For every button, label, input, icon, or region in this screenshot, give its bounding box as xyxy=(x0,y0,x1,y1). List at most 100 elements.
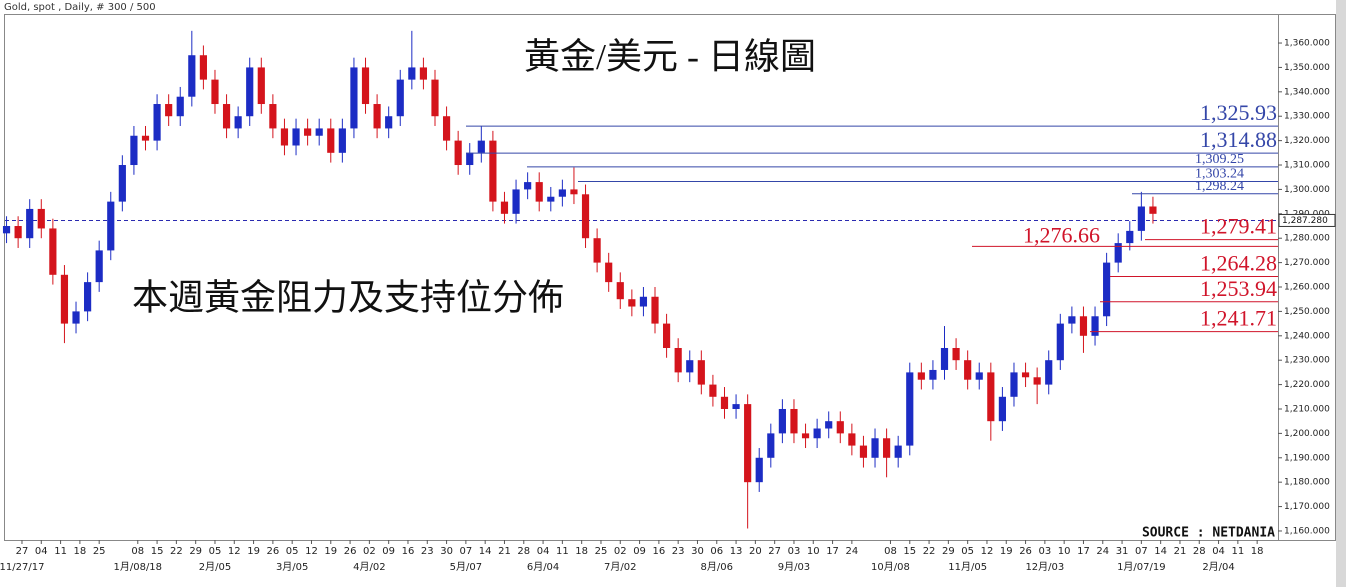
x-tick-label: 18 xyxy=(1251,546,1264,557)
x-tick-label: 31 xyxy=(1116,546,1129,557)
candle-body xyxy=(605,262,613,283)
candle-body xyxy=(535,182,543,202)
candle-body xyxy=(107,201,115,251)
candle-body xyxy=(419,67,428,80)
subtitle: 本週黃金阻力及支持位分佈 xyxy=(132,277,564,317)
candle-body xyxy=(1137,206,1145,231)
y-tick-label: 1,300.000 xyxy=(1284,185,1330,195)
candle-body xyxy=(1068,316,1076,324)
month-label: 4月/02 xyxy=(353,561,385,573)
candle-body xyxy=(570,189,578,195)
candle-body xyxy=(790,408,798,434)
x-tick-label: 22 xyxy=(170,546,183,557)
candle-body xyxy=(1079,316,1088,336)
candle-body xyxy=(477,140,485,153)
candle-body xyxy=(84,282,92,312)
x-tick-label: 04 xyxy=(35,546,48,557)
x-tick-label: 29 xyxy=(189,546,202,557)
candle-body xyxy=(165,104,173,117)
resistance-label: 1,303.24 xyxy=(1195,167,1244,182)
candle-body xyxy=(836,421,844,434)
candle-body xyxy=(1021,372,1030,378)
candle-body xyxy=(408,67,416,80)
x-tick-label: 11 xyxy=(54,546,67,557)
support-label: 1,253.94 xyxy=(1200,276,1277,301)
month-label: 2月/05 xyxy=(199,561,231,573)
candle-body xyxy=(1056,323,1064,361)
candle-body xyxy=(442,116,451,141)
resistance-label: 1,309.25 xyxy=(1195,152,1244,167)
x-tick-label: 02 xyxy=(614,546,627,557)
candle-body xyxy=(581,194,590,239)
x-tick-label: 28 xyxy=(1193,546,1206,557)
candle-body xyxy=(246,67,254,117)
candle-body xyxy=(304,128,312,136)
x-tick-label: 27 xyxy=(16,546,29,557)
candle-body xyxy=(859,445,868,458)
side-bar xyxy=(1336,0,1346,587)
y-tick-label: 1,160.000 xyxy=(1284,526,1330,536)
candle-body xyxy=(593,238,601,263)
candle-body xyxy=(1149,206,1157,214)
x-tick-label: 03 xyxy=(788,546,801,557)
x-tick-label: 04 xyxy=(537,546,550,557)
x-tick-label: 03 xyxy=(1038,546,1051,557)
x-tick-label: 13 xyxy=(730,546,743,557)
candle-body xyxy=(396,79,404,117)
candle-body xyxy=(662,323,671,348)
candle-body xyxy=(72,311,80,324)
candle-body xyxy=(894,445,902,458)
x-tick-label: 19 xyxy=(324,546,337,557)
candle-body xyxy=(338,128,346,153)
candle-body xyxy=(744,404,752,483)
candle-body xyxy=(327,128,335,153)
candle-body xyxy=(2,226,11,234)
candle-body xyxy=(222,104,231,129)
candle-body xyxy=(199,55,207,80)
x-tick-label: 11 xyxy=(1231,546,1244,557)
candle-body xyxy=(280,128,289,146)
month-label: 11月/05 xyxy=(948,561,987,573)
candle-body xyxy=(848,433,856,446)
chart-title: 黃金/美元 - 日線圖 xyxy=(524,36,816,76)
month-label: 2月/04 xyxy=(1202,561,1234,573)
candle-body xyxy=(720,396,729,409)
month-label: 10月/08 xyxy=(871,561,910,573)
candle-body xyxy=(825,421,833,429)
resistance-label: 1,325.93 xyxy=(1200,100,1277,125)
candle-body xyxy=(917,372,925,380)
x-tick-label: 14 xyxy=(1154,546,1167,557)
candle-body xyxy=(269,104,277,129)
x-tick-label: 12 xyxy=(981,546,994,557)
support-label: 1,279.41 xyxy=(1200,214,1277,239)
candle-body xyxy=(674,347,682,373)
y-tick-label: 1,220.000 xyxy=(1284,380,1330,390)
candle-body xyxy=(639,296,648,307)
month-label: 12月/03 xyxy=(1025,561,1064,573)
x-tick-label: 21 xyxy=(1174,546,1187,557)
x-tick-label: 19 xyxy=(1000,546,1013,557)
x-tick-label: 05 xyxy=(961,546,974,557)
y-tick-label: 1,230.000 xyxy=(1284,356,1330,366)
candle-body xyxy=(697,360,705,385)
candle-body xyxy=(188,55,196,97)
x-tick-label: 07 xyxy=(460,546,473,557)
candle-body xyxy=(26,208,34,239)
candle-body xyxy=(709,384,717,397)
y-tick-label: 1,350.000 xyxy=(1284,63,1330,73)
candle-body xyxy=(512,189,520,214)
candle-body xyxy=(141,135,150,141)
x-tick-label: 17 xyxy=(826,546,839,557)
candle-body xyxy=(524,182,532,190)
x-tick-label: 10 xyxy=(807,546,820,557)
candle-body xyxy=(1126,230,1134,244)
x-tick-label: 26 xyxy=(267,546,280,557)
candle-body xyxy=(755,457,763,483)
x-tick-label: 12 xyxy=(305,546,318,557)
resistance-label: 1,314.88 xyxy=(1200,127,1277,152)
month-label: 9月/03 xyxy=(778,561,810,573)
x-tick-label: 25 xyxy=(93,546,106,557)
x-tick-label: 30 xyxy=(691,546,704,557)
